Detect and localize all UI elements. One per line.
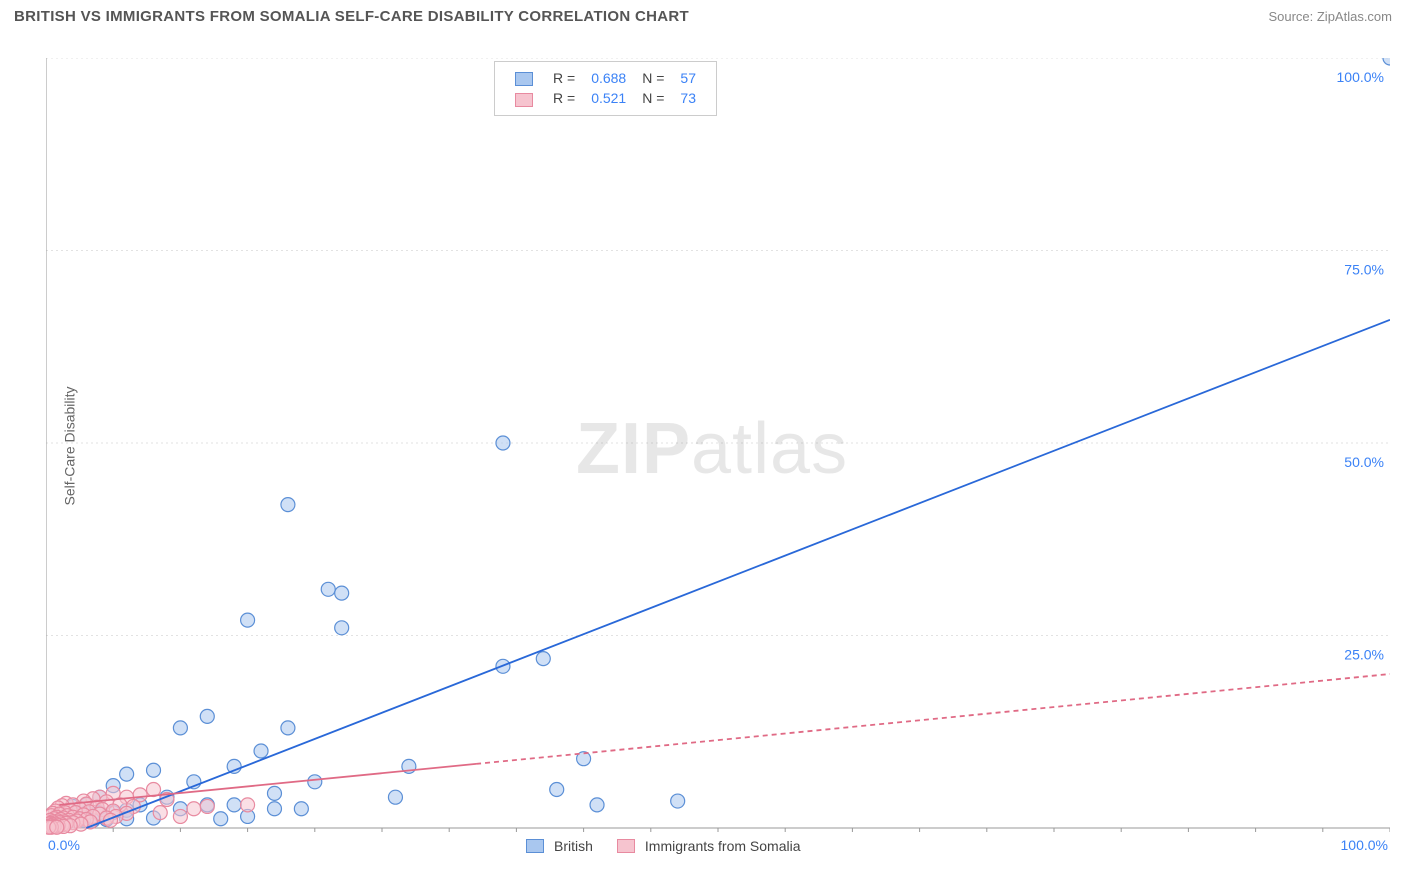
scatter-plot: 25.0% 50.0% 75.0% 100.0% 0.0% 100.0% [46, 58, 1390, 856]
legend-item: British [526, 838, 593, 854]
chart-area: 25.0%50.0%75.0%100.0%0.0%100.0% ZIPatlas… [46, 58, 1390, 856]
series-legend: British Immigrants from Somalia [526, 838, 801, 854]
svg-text:50.0%: 50.0% [1344, 454, 1384, 470]
chart-header: BRITISH VS IMMIGRANTS FROM SOMALIA SELF-… [0, 0, 1406, 29]
svg-text:100.0%: 100.0% [1337, 69, 1384, 85]
source-value: ZipAtlas.com [1317, 9, 1392, 24]
svg-text:100.0%: 100.0% [1341, 837, 1388, 853]
svg-text:75.0%: 75.0% [1344, 262, 1384, 278]
correlation-legend: R =0.688N =57R =0.521N =73 [494, 61, 717, 116]
chart-title: BRITISH VS IMMIGRANTS FROM SOMALIA SELF-… [14, 8, 689, 25]
svg-text:25.0%: 25.0% [1344, 647, 1384, 663]
source-label: Source: [1268, 9, 1316, 24]
svg-text:0.0%: 0.0% [48, 837, 80, 853]
legend-item: Immigrants from Somalia [617, 838, 801, 854]
source-attribution: Source: ZipAtlas.com [1268, 9, 1392, 24]
